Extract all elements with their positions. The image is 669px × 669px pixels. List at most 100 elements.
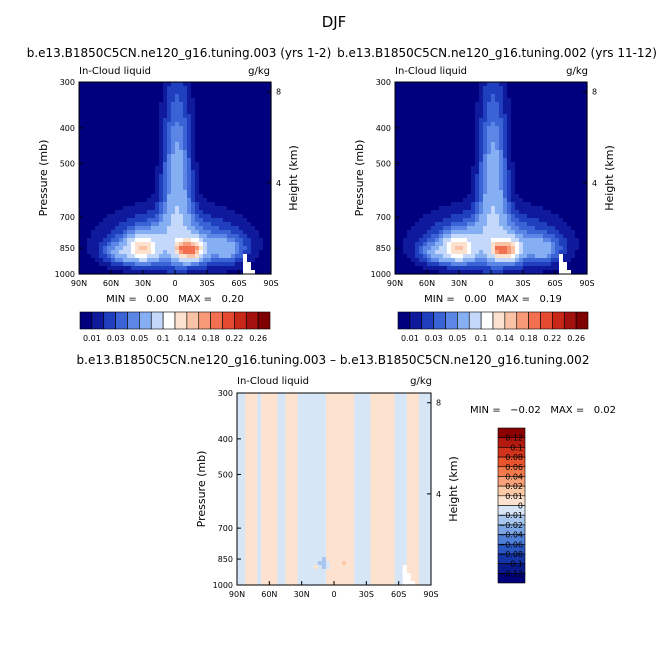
p1-field-cell [95,122,100,127]
p1-field-cell [259,98,264,103]
p2-field-cell [435,210,440,215]
p1-field-cell [179,182,184,187]
p2-field-cell [439,254,444,259]
p3-field-cell [342,405,347,410]
p2-field-cell [487,122,492,127]
p1-field-cell [79,258,84,263]
p1-field-cell [87,110,92,115]
p1-field-cell [167,102,172,107]
p1-field-cell [267,242,272,247]
p2-field-cell [415,114,420,119]
p2-field-cell [539,110,544,115]
p2-field-cell [583,210,588,215]
p3-field-cell [422,393,428,398]
p2-field-cell [535,266,540,271]
p1-field-cell [95,142,100,147]
p1-field-cell [259,238,264,243]
p2-field-cell [579,122,584,127]
p1-field-cell [87,210,92,215]
p3-field-cell [317,405,323,410]
p2-field-cell [523,114,528,119]
p2-field-cell [451,210,456,215]
p1-field-cell [259,138,264,143]
p1-field-cell [231,118,236,123]
p1-field-cell [243,98,248,103]
p2-field-cell [539,182,544,187]
p2-field-cell [527,106,532,111]
p2-field-cell [459,158,464,163]
p2-field-cell [491,86,496,91]
p1-field-cell [171,162,176,167]
p1-field-cell [219,222,224,227]
p1-field-cell [79,150,84,155]
p2-field-cell [519,94,524,99]
p1-field-cell [207,190,212,195]
p1-field-cell [91,94,96,99]
p2-field-cell [559,130,564,135]
p1-field-cell [219,86,224,91]
p2-colorbar-swatch [468,311,482,330]
p3-field-cell [414,409,420,414]
p1-field-cell [119,242,124,247]
p1-field-cell [203,138,208,143]
p2-field-cell [415,166,420,171]
p2-field-cell [479,190,484,195]
p1-field-cell [79,250,84,255]
p2-field-cell [527,198,532,203]
p2-field-cell [487,90,492,95]
p2-field-cell [483,250,488,255]
p2-field-cell [575,190,580,195]
p1-field-cell [191,182,196,187]
p1-field-cell [163,114,168,119]
p2-field-cell [467,94,472,99]
p2-field-cell [439,94,444,99]
p1-field-cell [139,170,144,175]
p1-field-cell [203,154,208,159]
p2-field-cell [467,134,472,139]
p1-field-cell [99,134,104,139]
p1-field-cell [187,102,192,107]
p1-field-cell [211,146,216,151]
p2-field-cell [495,270,500,275]
p3-field-cell [325,405,331,410]
p3-field-cell [406,393,412,398]
p1-field-cell [171,150,176,155]
p1-field-cell [175,222,180,227]
p1-field-cell [259,242,264,247]
p1-field-cell [83,182,88,187]
p2-field-cell [543,134,548,139]
p2-field-cell [435,234,440,239]
p2-field-cell [411,218,416,223]
p1-field-cell [123,150,128,155]
p1-field-cell [203,94,208,99]
p1-field-cell [171,238,176,243]
p2-field-cell [439,114,444,119]
p1-field-cell [243,194,248,199]
p2-field-cell [403,250,408,255]
p3-field-cell [422,401,428,406]
p2-field-cell [455,254,460,259]
p1-field-cell [239,98,244,103]
p1-field-cell [135,142,140,147]
p2-field-cell [443,158,448,163]
p2-field-cell [407,122,412,127]
p3-field-cell [374,405,380,410]
p2-field-cell [435,114,440,119]
p1-field-cell [255,194,260,199]
p1-field-cell [211,222,216,227]
p2-field-cell [519,130,524,135]
p1-field-cell [227,122,232,127]
p1-field-cell [111,226,116,231]
p1-field-cell [143,162,148,167]
p2-field-cell [407,82,412,87]
p2-field-cell [423,122,428,127]
p3-field-cell [309,405,315,410]
p1-field-cell [235,258,240,263]
p2-field-cell [471,218,476,223]
p1-field-cell [107,126,112,131]
p1-field-cell [139,226,144,231]
p2-field-cell [507,262,512,267]
p1-field-cell [179,222,184,227]
p2-field-cell [395,158,400,163]
p2-field-cell [583,170,588,175]
